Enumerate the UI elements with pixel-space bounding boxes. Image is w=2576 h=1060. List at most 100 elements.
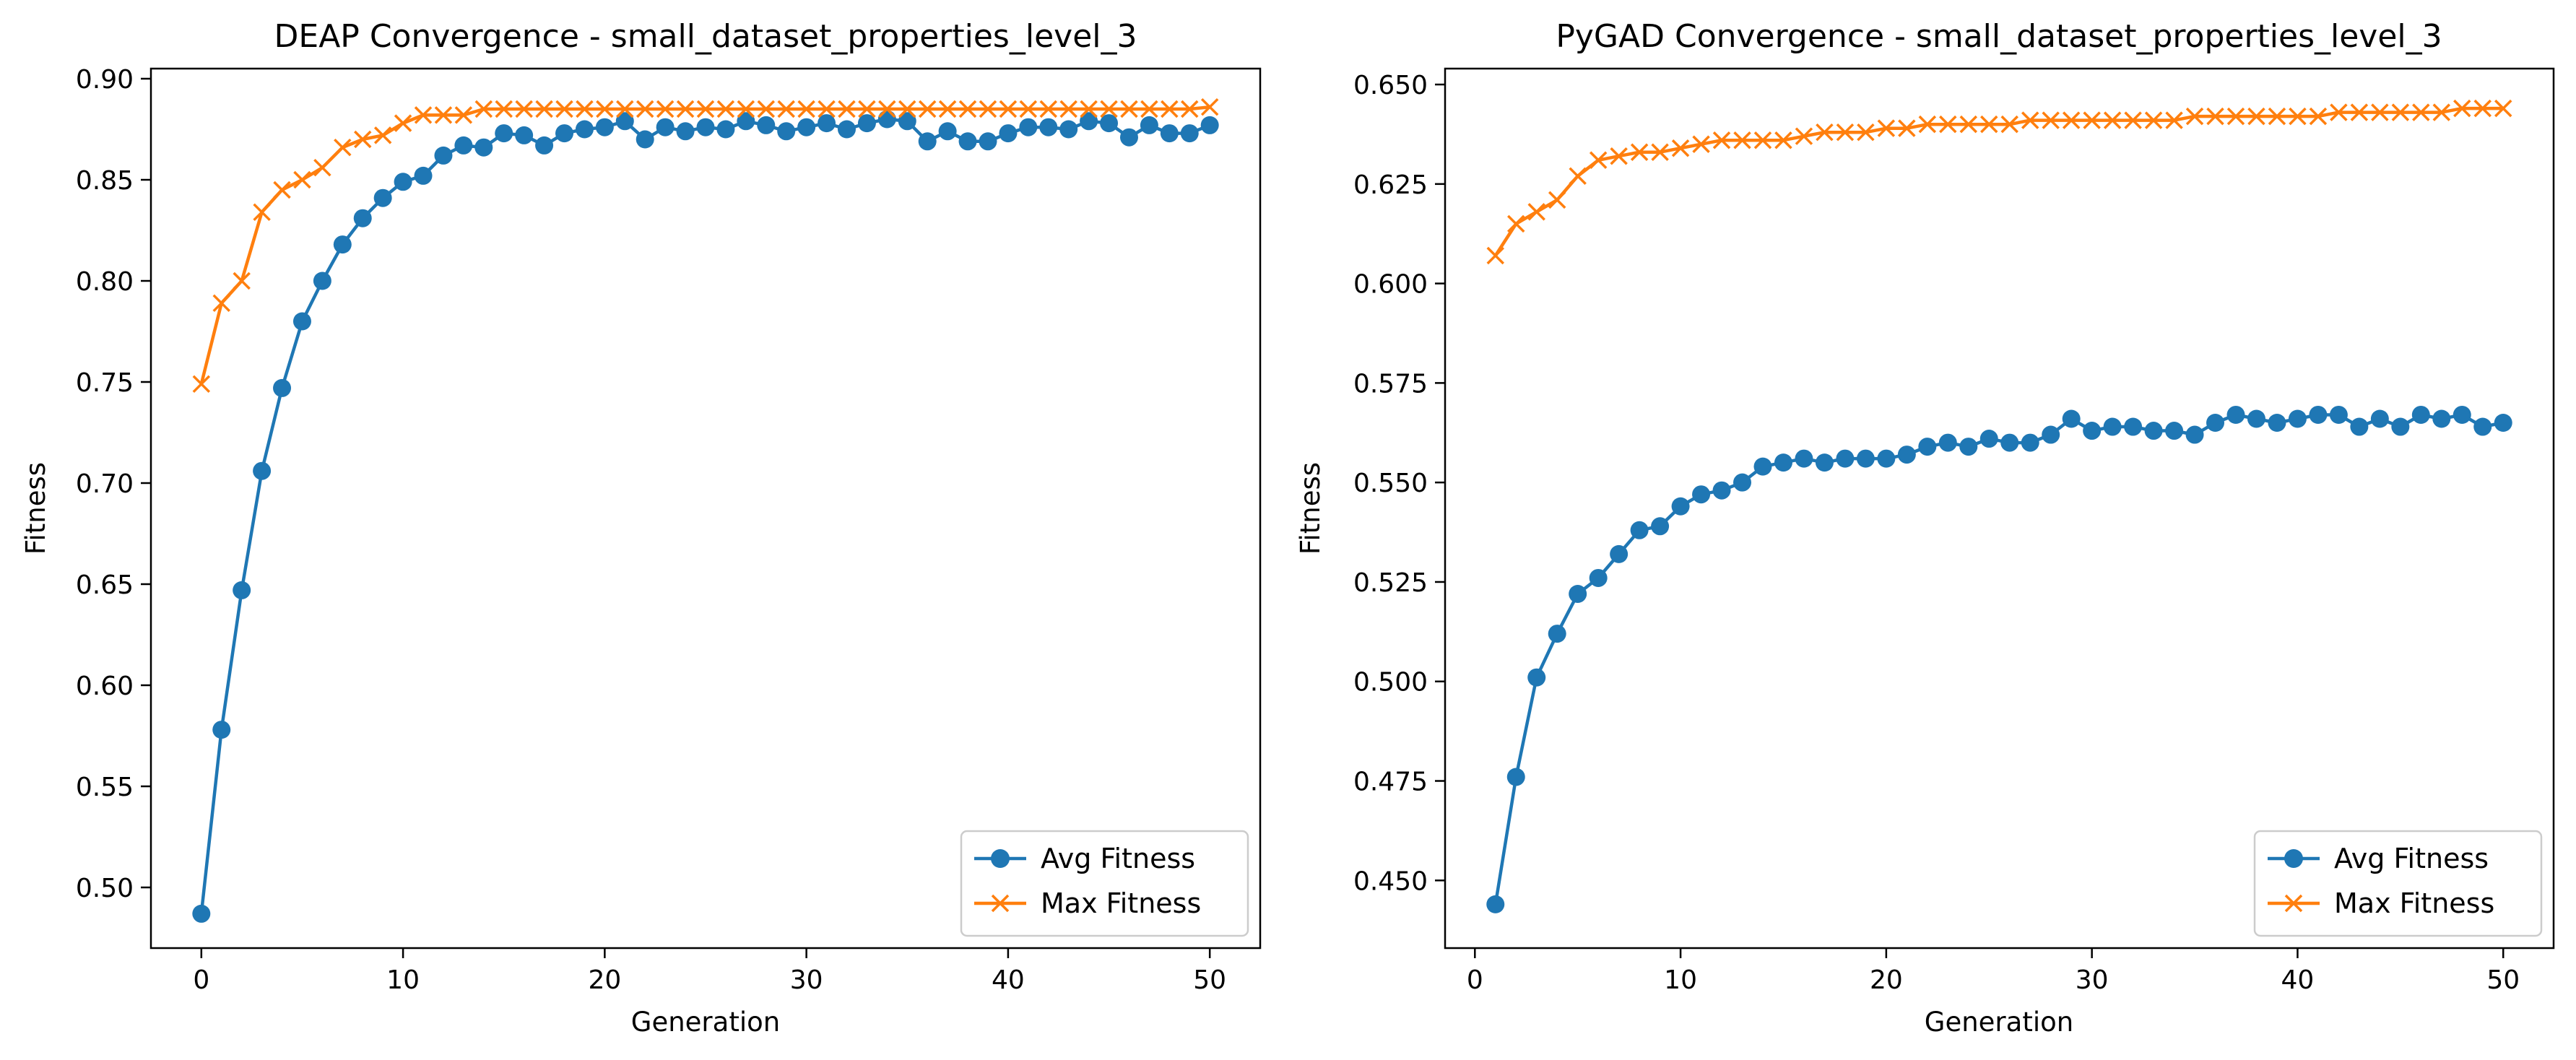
pygad-max-fitness-point	[2268, 107, 2286, 126]
pygad-avg-fitness-point	[1548, 625, 1566, 643]
deap-max-fitness-point	[596, 100, 614, 118]
pygad-avg-fitness-point	[1979, 430, 1998, 448]
deap-max-fitness-point	[636, 100, 654, 118]
pygad-chart-panel: PyGAD Convergence - small_dataset_proper…	[1295, 18, 2555, 1038]
deap-max-fitness-point	[1120, 100, 1138, 118]
pygad-max-fitness-point	[2042, 111, 2060, 129]
deap-legend-max-marker	[991, 894, 1010, 913]
deap-max-fitness-point	[233, 271, 251, 290]
pygad-avg-fitness-point	[1486, 895, 1505, 913]
pygad-y-tick-label: 0.625	[1353, 170, 1428, 200]
pygad-avg-fitness-point	[2226, 405, 2245, 424]
pygad-y-tick-label: 0.550	[1353, 469, 1428, 498]
deap-max-fitness-point	[1019, 100, 1038, 118]
pygad-avg-fitness-point	[2103, 417, 2122, 436]
pygad-max-fitness-point	[2103, 111, 2122, 129]
deap-max-fitness-point	[757, 100, 776, 118]
pygad-avg-fitness-point	[2124, 417, 2143, 436]
deap-avg-fitness-point	[495, 124, 513, 143]
pygad-avg-fitness-point	[1651, 517, 1670, 536]
deap-avg-fitness-point	[394, 173, 412, 191]
deap-y-tick-label: 0.80	[76, 267, 134, 297]
deap-max-fitness-point	[838, 100, 856, 118]
pygad-max-fitness-point	[1527, 203, 1545, 221]
deap-y-tick-label: 0.55	[76, 773, 134, 802]
pygad-avg-fitness-point	[2185, 425, 2204, 444]
deap-max-fitness-point	[212, 294, 230, 313]
pygad-avg-fitness-point	[1671, 497, 1690, 516]
deap-chart-panel: DEAP Convergence - small_dataset_propert…	[20, 18, 1262, 1038]
deap-max-fitness-point	[938, 100, 957, 118]
pygad-max-fitness-point	[1651, 143, 1669, 161]
deap-avg-fitness-point	[333, 235, 352, 254]
pygad-max-fitness-point	[1610, 147, 1628, 165]
deap-y-tick-label: 0.90	[76, 65, 134, 95]
pygad-x-tick-label: 50	[2486, 965, 2520, 995]
deap-avg-fitness-point	[1140, 116, 1158, 134]
deap-max-fitness-point	[898, 100, 916, 118]
deap-avg-fitness-point	[999, 124, 1018, 143]
pygad-x-tick-label: 10	[1664, 965, 1697, 995]
pygad-plot-area	[1486, 99, 2512, 913]
pygad-y-tick-label: 0.450	[1353, 866, 1428, 896]
pygad-avg-fitness-point	[1610, 544, 1629, 563]
deap-avg-fitness-point	[1019, 118, 1038, 136]
deap-avg-fitness-point	[515, 126, 534, 144]
deap-avg-fitness-point	[1100, 114, 1119, 133]
deap-avg-fitness-point	[434, 146, 453, 165]
deap-max-fitness-point	[958, 100, 977, 118]
pygad-avg-fitness-point	[2062, 409, 2081, 428]
deap-avg-fitness-point	[253, 461, 272, 480]
deap-avg-fitness-point	[1119, 128, 1138, 147]
deap-max-fitness-point	[1059, 100, 1077, 118]
deap-avg-fitness-point	[212, 721, 231, 739]
deap-max-fitness-point	[737, 100, 755, 118]
pygad-x-axis-label: Generation	[1925, 1007, 2073, 1038]
deap-max-fitness-point	[1161, 100, 1179, 118]
pygad-avg-fitness-point	[2453, 405, 2471, 424]
pygad-max-fitness-point	[2350, 103, 2369, 121]
pygad-max-fitness-point	[2206, 107, 2224, 126]
pygad-avg-fitness-point	[1589, 568, 1608, 587]
pygad-max-fitness-point	[1816, 123, 1834, 142]
pygad-avg-fitness-point	[1815, 453, 1834, 472]
pygad-max-fitness-point	[1795, 127, 1813, 145]
pygad-max-fitness-point	[1712, 131, 1731, 149]
pygad-avg-fitness-point	[2432, 409, 2451, 428]
pygad-max-fitness-point	[2371, 103, 2389, 121]
pygad-y-axis-label: Fitness	[1295, 462, 1326, 555]
pygad-avg-fitness-point	[1712, 481, 1731, 500]
deap-x-axis-label: Generation	[631, 1007, 780, 1038]
pygad-avg-fitness-point	[1506, 768, 1525, 786]
deap-max-fitness-point	[1181, 100, 1199, 118]
deap-max-fitness-point	[515, 100, 533, 118]
deap-avg-fitness-point	[615, 112, 634, 131]
deap-max-fitness-point	[434, 106, 453, 124]
pygad-avg-fitness-point	[1918, 438, 1937, 456]
pygad-legend-max-x-glyph	[2284, 894, 2303, 913]
deap-max-fitness-point	[818, 100, 836, 118]
deap-avg-fitness-point	[535, 136, 554, 155]
pygad-avg-fitness-point	[2411, 405, 2430, 424]
deap-max-fitness-point	[273, 181, 291, 199]
pygad-max-fitness-point	[2309, 107, 2328, 126]
deap-max-fitness-point	[999, 100, 1018, 118]
deap-max-fitness-point	[716, 100, 735, 118]
deap-y-tick-label: 0.75	[76, 368, 134, 398]
deap-legend-max-x-glyph	[991, 894, 1010, 913]
pygad-y-tick-label: 0.575	[1353, 369, 1428, 399]
deap-plot-area	[192, 97, 1219, 923]
deap-max-fitness-point	[696, 100, 715, 118]
deap-max-fitness-point	[334, 138, 352, 157]
deap-x-axis-ticks: 0 10 20 30 40 50	[193, 948, 1226, 995]
deap-avg-fitness-point	[313, 271, 331, 290]
pygad-max-fitness-point	[2226, 107, 2245, 126]
pygad-max-fitness-point	[1918, 115, 1937, 134]
pygad-avg-fitness-point	[2000, 433, 2019, 452]
pygad-avg-fitness-point	[2370, 409, 2389, 428]
deap-max-fitness-point	[797, 100, 815, 118]
pygad-avg-fitness-point	[1795, 449, 1813, 468]
pygad-max-fitness-point	[2391, 103, 2410, 121]
